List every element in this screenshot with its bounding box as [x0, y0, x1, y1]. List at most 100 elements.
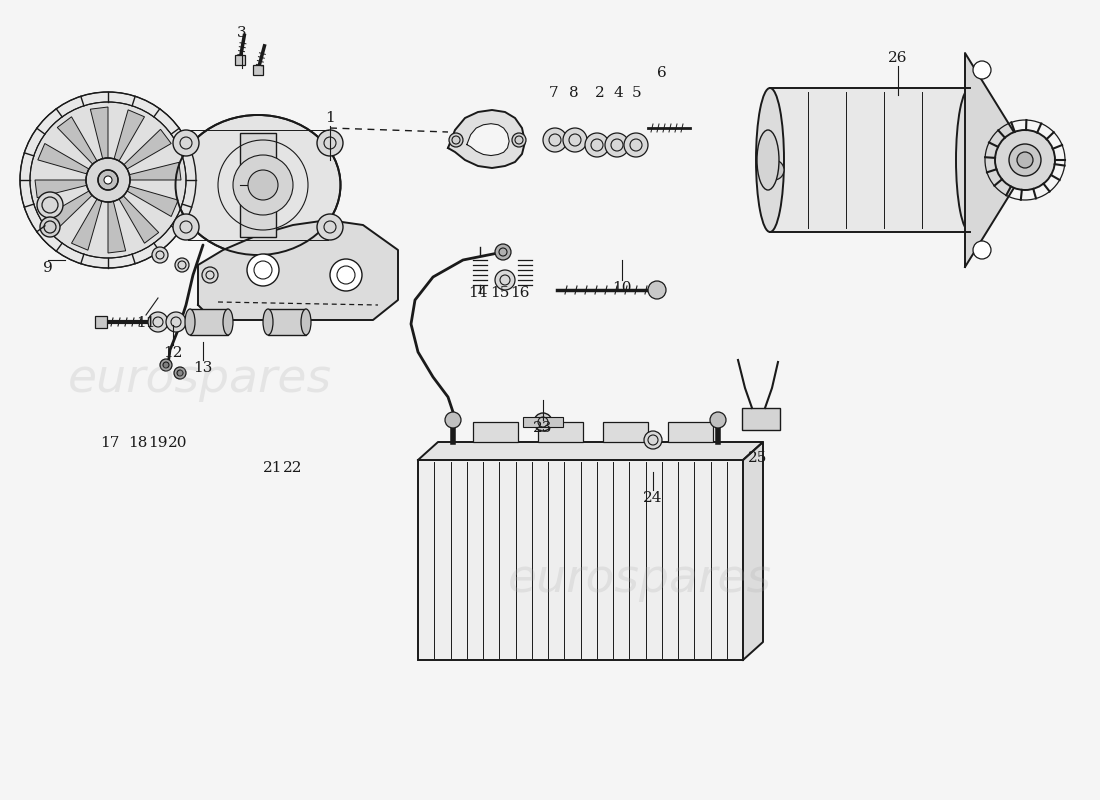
Circle shape — [330, 259, 362, 291]
Bar — [240, 133, 276, 237]
Text: 22: 22 — [284, 461, 302, 475]
Circle shape — [534, 413, 552, 431]
Ellipse shape — [756, 88, 784, 232]
Text: 15: 15 — [491, 286, 509, 300]
Circle shape — [446, 412, 461, 428]
Polygon shape — [448, 110, 525, 168]
Text: 6: 6 — [657, 66, 667, 80]
Circle shape — [1018, 152, 1033, 168]
Text: 9: 9 — [43, 261, 53, 275]
Text: 12: 12 — [163, 346, 183, 360]
Circle shape — [974, 61, 991, 79]
Circle shape — [20, 92, 196, 268]
Text: 1: 1 — [326, 111, 334, 125]
Circle shape — [233, 155, 293, 215]
Circle shape — [175, 258, 189, 272]
Polygon shape — [418, 442, 763, 460]
Circle shape — [173, 130, 199, 156]
Bar — [538, 422, 583, 442]
Circle shape — [40, 217, 60, 237]
Text: 3: 3 — [238, 26, 246, 40]
Bar — [522, 417, 563, 427]
Circle shape — [1009, 144, 1041, 176]
Ellipse shape — [185, 309, 195, 335]
Text: 2: 2 — [595, 86, 605, 100]
Polygon shape — [124, 130, 172, 169]
Ellipse shape — [301, 309, 311, 335]
Ellipse shape — [223, 309, 233, 335]
Text: 10: 10 — [613, 281, 631, 295]
Circle shape — [166, 312, 186, 332]
Circle shape — [173, 214, 199, 240]
Text: 16: 16 — [510, 286, 530, 300]
Bar — [668, 422, 713, 442]
Circle shape — [37, 192, 63, 218]
Text: 11: 11 — [136, 316, 156, 330]
Ellipse shape — [176, 115, 341, 255]
Ellipse shape — [956, 88, 984, 232]
Circle shape — [248, 170, 278, 200]
Circle shape — [605, 133, 629, 157]
Circle shape — [317, 130, 343, 156]
Ellipse shape — [263, 309, 273, 335]
Bar — [235, 55, 245, 65]
Text: eurospares: eurospares — [508, 558, 772, 602]
Text: 7: 7 — [549, 86, 559, 100]
Circle shape — [495, 244, 512, 260]
Circle shape — [202, 267, 218, 283]
Text: 19: 19 — [148, 436, 167, 450]
Text: 18: 18 — [129, 436, 147, 450]
Circle shape — [248, 254, 279, 286]
Bar — [742, 408, 780, 430]
Circle shape — [160, 359, 172, 371]
Polygon shape — [72, 199, 102, 250]
Circle shape — [148, 312, 168, 332]
Circle shape — [174, 367, 186, 379]
Bar — [473, 422, 518, 442]
Circle shape — [644, 431, 662, 449]
Bar — [418, 460, 742, 660]
Polygon shape — [742, 442, 763, 660]
Bar — [770, 88, 970, 232]
Polygon shape — [108, 202, 125, 253]
Circle shape — [710, 412, 726, 428]
Bar — [268, 309, 306, 335]
Ellipse shape — [757, 130, 779, 190]
Polygon shape — [37, 143, 89, 174]
Text: 20: 20 — [168, 436, 188, 450]
Polygon shape — [45, 191, 92, 230]
Circle shape — [163, 362, 169, 368]
Circle shape — [30, 102, 186, 258]
Circle shape — [86, 158, 130, 202]
Circle shape — [543, 128, 566, 152]
Circle shape — [98, 170, 118, 190]
Circle shape — [996, 130, 1055, 190]
Bar — [190, 309, 228, 335]
Circle shape — [512, 133, 526, 147]
Polygon shape — [57, 117, 97, 164]
Circle shape — [764, 160, 784, 180]
Bar — [253, 65, 263, 75]
Text: eurospares: eurospares — [68, 358, 332, 402]
Circle shape — [495, 270, 515, 290]
Text: 5: 5 — [632, 86, 641, 100]
Circle shape — [104, 176, 112, 184]
Polygon shape — [35, 180, 87, 198]
Text: 21: 21 — [263, 461, 283, 475]
Polygon shape — [114, 110, 144, 161]
Text: 25: 25 — [748, 451, 768, 465]
Circle shape — [585, 133, 609, 157]
Polygon shape — [466, 124, 509, 155]
Text: 26: 26 — [889, 51, 908, 65]
Circle shape — [317, 214, 343, 240]
Text: 17: 17 — [100, 436, 120, 450]
Circle shape — [648, 281, 666, 299]
Text: 4: 4 — [613, 86, 623, 100]
Text: 24: 24 — [644, 491, 662, 505]
Polygon shape — [965, 53, 1025, 267]
Text: 8: 8 — [569, 86, 579, 100]
Circle shape — [177, 370, 183, 376]
Polygon shape — [198, 220, 398, 320]
Polygon shape — [119, 196, 158, 243]
Polygon shape — [130, 162, 182, 180]
